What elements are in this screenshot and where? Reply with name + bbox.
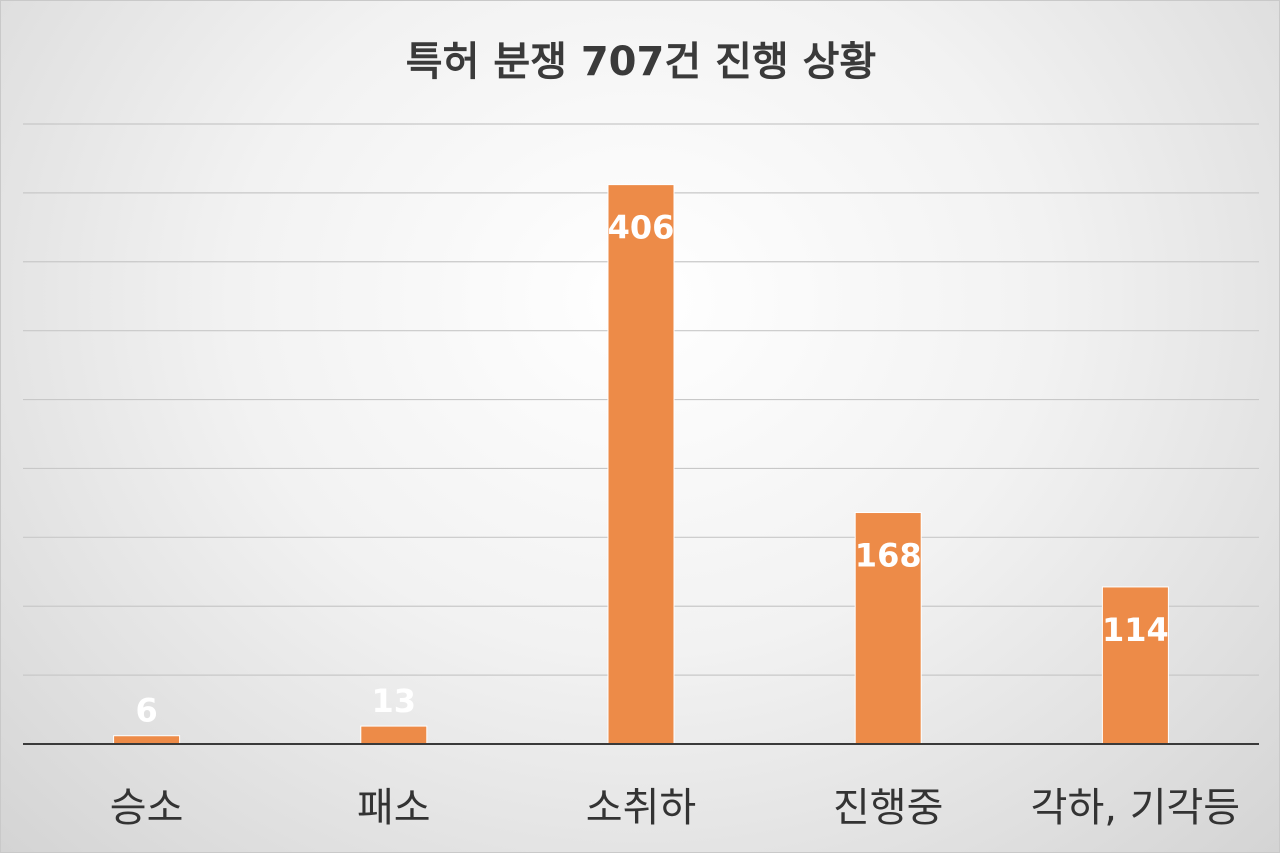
category-labels: 6 승소 13 패소 406 소취하 168 진행중 114 각하, 기각등 — [110, 209, 1240, 831]
bar-5 — [1101, 586, 1169, 745]
chart-title: 특허 분쟁 707건 진행 상황 — [405, 39, 877, 85]
bars — [113, 184, 1169, 745]
data-label-5: 114 — [1102, 611, 1169, 649]
category-label-4: 진행중 — [833, 785, 943, 831]
category-label-2: 패소 — [357, 785, 431, 831]
data-label-1: 6 — [135, 692, 157, 730]
bar-3 — [607, 184, 675, 745]
category-label-5: 각하, 기각등 — [1031, 785, 1240, 831]
bar-4 — [854, 512, 922, 745]
data-label-4: 168 — [855, 537, 922, 575]
category-label-3: 소취하 — [586, 785, 696, 831]
bar-1 — [113, 735, 181, 745]
bar-2 — [360, 725, 428, 745]
data-label-3: 406 — [608, 209, 675, 247]
category-label-1: 승소 — [110, 785, 184, 831]
data-label-2: 13 — [372, 682, 417, 720]
